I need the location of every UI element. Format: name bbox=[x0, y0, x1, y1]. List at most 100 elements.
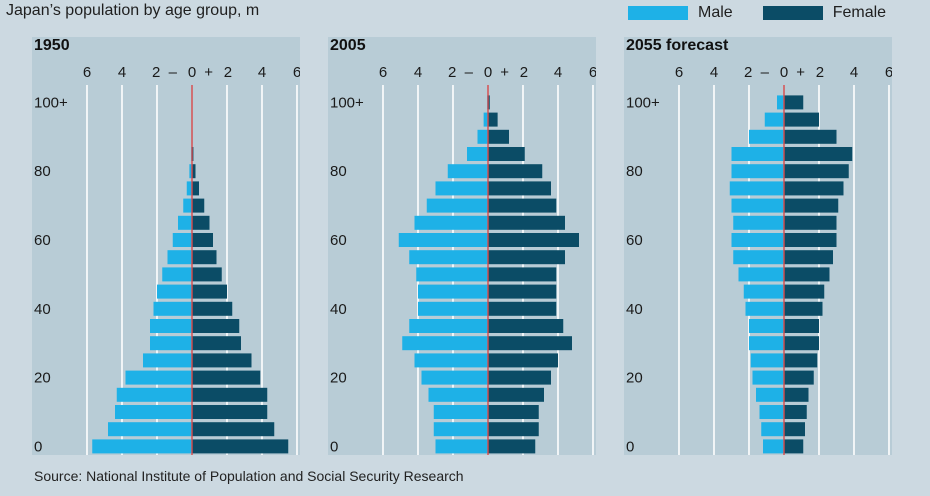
bar-female bbox=[784, 147, 853, 161]
bar-female bbox=[784, 405, 807, 419]
panel-title-1950: 1950 bbox=[34, 37, 70, 54]
x-tick-label: – bbox=[169, 64, 178, 81]
y-tick-label: 60 bbox=[330, 232, 347, 249]
bar-male bbox=[435, 439, 488, 454]
bar-female bbox=[488, 319, 564, 333]
y-tick-label: 0 bbox=[330, 438, 338, 455]
x-tick-label: 0 bbox=[780, 64, 788, 81]
bar-female bbox=[192, 387, 268, 402]
bar-female bbox=[488, 336, 572, 351]
bar-male bbox=[418, 284, 488, 299]
x-tick-label: 2 bbox=[224, 64, 232, 81]
bar-female bbox=[784, 112, 819, 127]
x-tick-label: + bbox=[796, 64, 805, 81]
bar-female bbox=[784, 370, 814, 385]
bar-male bbox=[756, 387, 784, 402]
bar-male bbox=[409, 250, 488, 265]
bar-male bbox=[186, 181, 192, 196]
y-tick-label: 40 bbox=[626, 301, 643, 318]
bar-female bbox=[488, 387, 544, 402]
bar-male bbox=[189, 164, 192, 179]
y-tick-label: 40 bbox=[330, 301, 347, 318]
bar-male bbox=[398, 233, 488, 247]
legend: Male Female bbox=[628, 4, 916, 22]
x-tick-label: 2 bbox=[744, 64, 752, 81]
bar-male bbox=[733, 250, 784, 265]
bar-female bbox=[192, 370, 261, 385]
bar-female bbox=[488, 233, 579, 247]
bar-female bbox=[488, 439, 536, 454]
x-tick-label: – bbox=[465, 64, 474, 81]
bar-female bbox=[784, 215, 837, 230]
bar-female bbox=[192, 233, 213, 247]
bar-male bbox=[467, 147, 488, 161]
bar-male bbox=[731, 164, 784, 179]
bar-male bbox=[409, 319, 488, 333]
bar-male bbox=[418, 301, 488, 316]
legend-male-label: Male bbox=[698, 4, 733, 21]
bar-male bbox=[162, 267, 192, 282]
bar-female bbox=[488, 370, 551, 385]
bar-female bbox=[192, 301, 233, 316]
bar-male bbox=[731, 198, 784, 213]
bar-female bbox=[488, 353, 558, 368]
bar-female bbox=[488, 164, 543, 179]
bar-male bbox=[426, 198, 488, 213]
bar-male bbox=[178, 215, 192, 230]
panel-title-2005: 2005 bbox=[330, 37, 366, 54]
panel-2055: 2055 forecast 6 4 2–0 +2 4 6 100+ 80 60 40 20 0 bbox=[624, 37, 892, 455]
panel-2005: 2005 6 4 2–0 +2 4 6 100+ 80 60 40 20 0 bbox=[328, 37, 596, 455]
x-tick-label: 2 bbox=[448, 64, 456, 81]
bar-female bbox=[784, 422, 805, 437]
bar-male bbox=[414, 215, 488, 230]
bar-male bbox=[416, 267, 488, 282]
bar-female bbox=[784, 353, 818, 368]
bar-male bbox=[731, 233, 784, 247]
y-tick-label: 60 bbox=[34, 232, 51, 249]
bar-male bbox=[729, 181, 784, 196]
legend-female: Female bbox=[762, 4, 886, 22]
x-tick-label: 6 bbox=[83, 64, 91, 81]
bar-female bbox=[784, 181, 844, 196]
y-tick-label: 0 bbox=[34, 438, 42, 455]
bar-male bbox=[172, 233, 192, 247]
bar-male bbox=[763, 439, 784, 454]
bar-male bbox=[92, 439, 192, 454]
bar-female bbox=[784, 319, 819, 333]
bar-male bbox=[731, 147, 784, 161]
bar-female bbox=[192, 215, 210, 230]
bar-female bbox=[488, 198, 557, 213]
x-tick-label: 6 bbox=[589, 64, 596, 81]
bar-female bbox=[488, 95, 490, 110]
x-tick-label: + bbox=[500, 64, 509, 81]
y-tick-label: 80 bbox=[34, 163, 51, 180]
bar-female bbox=[488, 284, 557, 299]
bar-male bbox=[433, 422, 488, 437]
x-tick-label: 6 bbox=[293, 64, 300, 81]
x-tick-label: 4 bbox=[258, 64, 266, 81]
chart-title: Japan’s population by age group, m bbox=[6, 2, 260, 19]
bar-male bbox=[153, 301, 192, 316]
bar-male bbox=[402, 336, 488, 351]
bar-female bbox=[488, 129, 509, 144]
bar-female bbox=[488, 181, 551, 196]
x-tick-label: 4 bbox=[850, 64, 858, 81]
y-tick-label: 20 bbox=[626, 370, 643, 387]
bar-male bbox=[435, 181, 488, 196]
bar-female bbox=[488, 147, 525, 161]
bar-female bbox=[192, 198, 205, 213]
bar-male bbox=[428, 387, 488, 402]
x-tick-label: 0 bbox=[188, 64, 196, 81]
bar-male bbox=[752, 370, 784, 385]
x-tick-label: 2 bbox=[152, 64, 160, 81]
bar-female bbox=[784, 387, 809, 402]
bar-male bbox=[116, 387, 192, 402]
bar-male bbox=[447, 164, 488, 179]
bar-male bbox=[143, 353, 192, 368]
bar-male bbox=[150, 319, 192, 333]
bar-male bbox=[761, 422, 784, 437]
x-tick-label: 4 bbox=[414, 64, 422, 81]
y-tick-label: 100+ bbox=[330, 94, 364, 111]
